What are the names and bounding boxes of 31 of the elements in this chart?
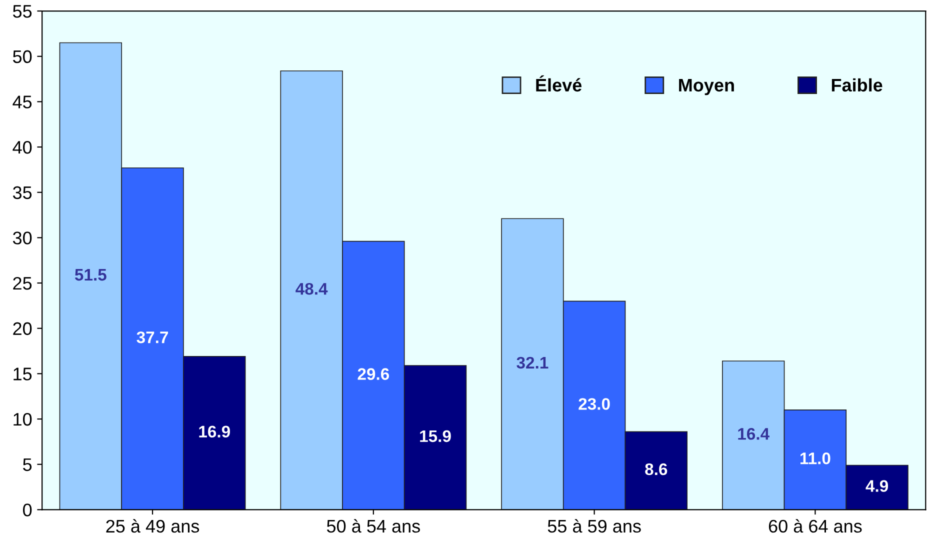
y-tick-label: 50 (12, 50, 32, 64)
y-tick-label: 55 (12, 5, 32, 18)
data-label: 23.0 (578, 398, 610, 410)
data-label: 11.0 (800, 452, 830, 464)
data-label: 16.4 (738, 428, 770, 440)
y-tick-label: 40 (12, 140, 32, 154)
y-tick-label: 45 (12, 96, 32, 108)
y-tick-label: 5 (23, 458, 32, 472)
x-tick-label: 60 à 64 ans (768, 519, 862, 533)
y-tick-label: 30 (12, 232, 32, 244)
y-tick-label: 15 (14, 368, 32, 380)
data-label: 8.6 (645, 463, 668, 476)
y-tick-label: 25 (13, 276, 32, 290)
x-tick-label: 55 à 59 ans (548, 519, 641, 533)
y-tick-label: 0 (23, 504, 32, 516)
y-tick-label: 10 (14, 412, 32, 426)
data-label: 15.9 (420, 430, 451, 442)
data-label: 51.5 (74, 269, 106, 281)
x-tick-label: 25 à 49 ans (106, 519, 200, 533)
legend-label: Élevé (536, 75, 582, 92)
legend-label: Moyen (679, 78, 734, 96)
legend-label: Faible (832, 78, 882, 92)
y-tick-label: 35 (12, 186, 32, 200)
y-tick-label: 20 (13, 322, 32, 336)
data-label: 29.6 (358, 368, 390, 380)
data-label: 32.1 (516, 356, 548, 369)
data-label: 16.9 (199, 426, 230, 438)
x-tick-label: 50 à 54 ans (326, 519, 420, 533)
data-label: 4.9 (866, 480, 888, 492)
data-label: 48.4 (296, 282, 328, 295)
data-label: 37.7 (136, 331, 168, 344)
